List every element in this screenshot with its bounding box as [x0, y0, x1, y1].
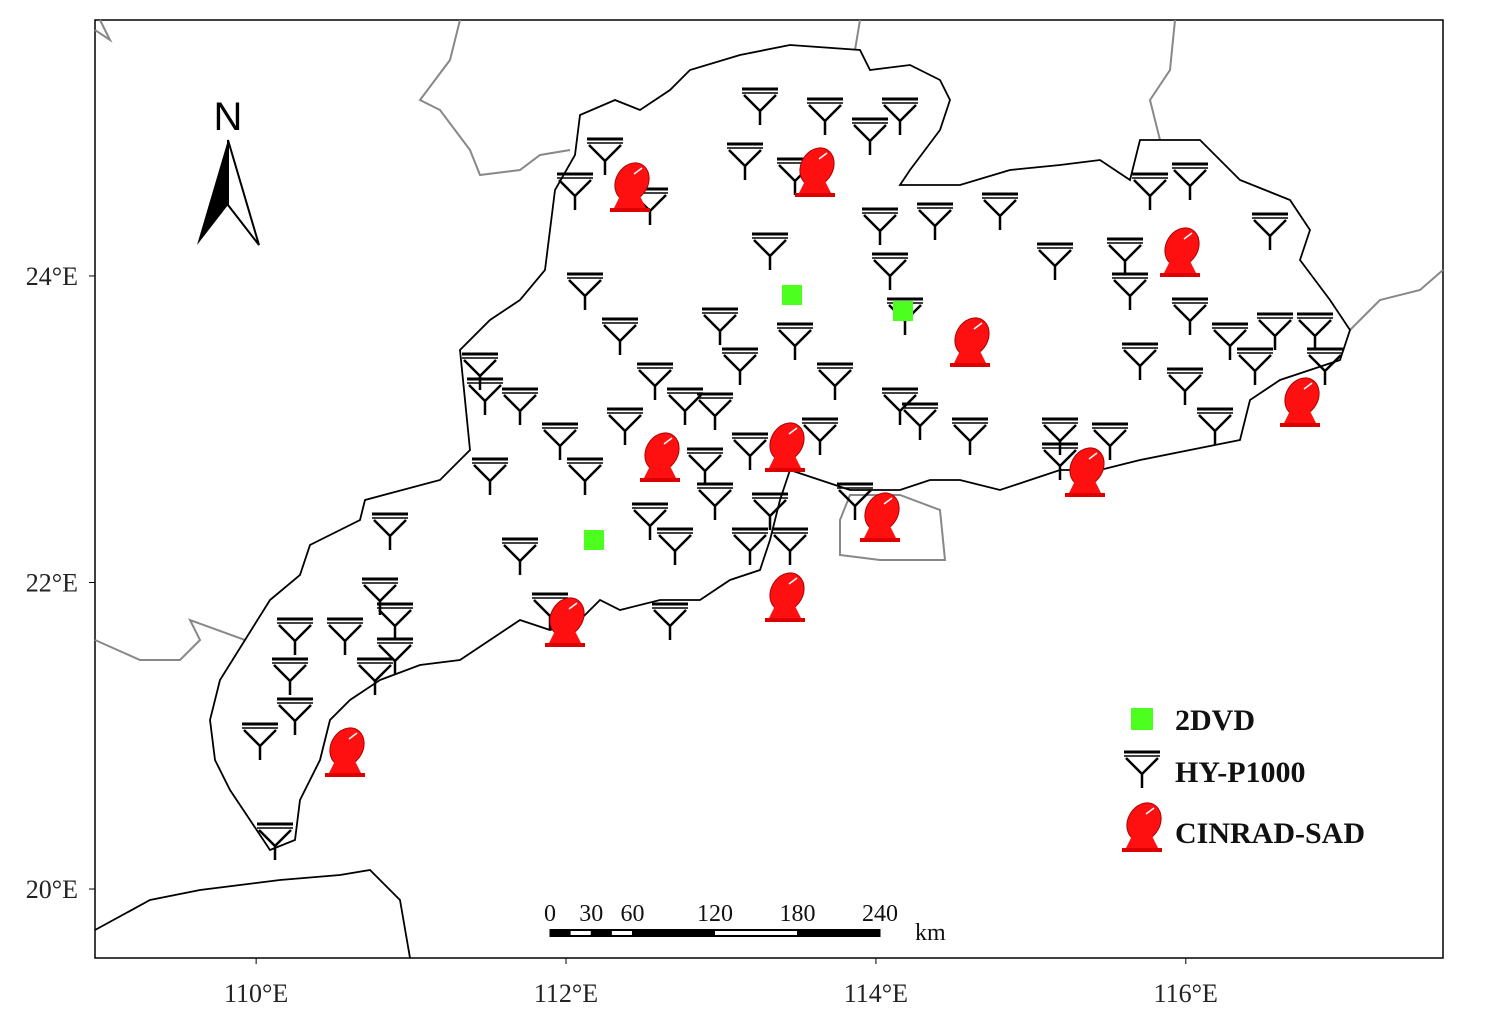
legend-label: 2DVD: [1175, 704, 1255, 737]
y-tick-label: 24°E: [26, 262, 78, 291]
scale-segment: [570, 931, 592, 935]
legend: 2DVD HY-P1000 CINRAD-SAD: [1119, 704, 1365, 853]
x-tick-label: 110°E: [224, 979, 288, 1008]
scale-label: 60: [621, 901, 645, 927]
map-frame: [94, 19, 1444, 959]
y-tick-label: 22°E: [26, 568, 78, 597]
scale-label: 0: [544, 901, 556, 927]
y-tick-label: 20°E: [26, 875, 78, 904]
legend-label: HY-P1000: [1175, 756, 1306, 789]
x-tick-label: 112°E: [534, 979, 598, 1008]
north-arrow: N: [197, 95, 260, 246]
scale-label: 120: [697, 901, 733, 927]
scale-label: 30: [579, 901, 603, 927]
scale-segment: [611, 931, 633, 935]
x-tick-label: 116°E: [1154, 979, 1218, 1008]
north-label: N: [214, 95, 243, 139]
scale-unit: km: [915, 920, 946, 946]
legend-swatch: [1131, 708, 1153, 730]
legend-label: CINRAD-SAD: [1175, 817, 1365, 850]
scale-label: 240: [862, 901, 898, 927]
province-borders: [94, 19, 1444, 661]
x-tick-label: 114°E: [844, 979, 908, 1008]
scale-label: 180: [780, 901, 816, 927]
scale-segment: [715, 931, 798, 935]
2dvd-stations: [584, 285, 913, 550]
